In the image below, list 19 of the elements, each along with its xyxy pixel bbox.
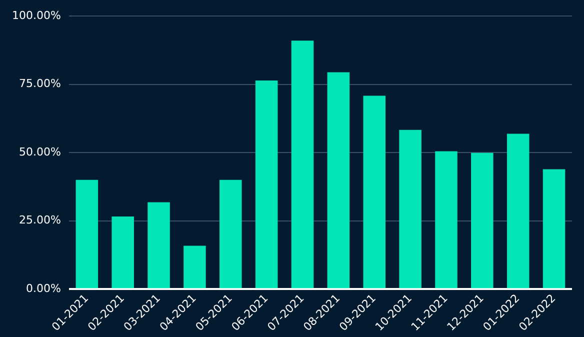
y-tick-label: 0.00%: [26, 282, 61, 296]
bar: [220, 180, 242, 288]
bar: [542, 169, 566, 288]
bar: [435, 151, 458, 288]
bar: [471, 152, 494, 288]
bar: [148, 202, 170, 288]
bar: [399, 130, 422, 288]
bar: [76, 180, 98, 288]
bar: [255, 80, 278, 288]
y-tick-label: 25.00%: [18, 214, 61, 227]
bar: [506, 134, 530, 288]
bar: [184, 246, 206, 288]
y-tick-label: 100.00%: [12, 8, 61, 22]
bar: [327, 72, 350, 288]
bar: [112, 216, 134, 288]
bar: [291, 40, 314, 288]
bar: [363, 96, 386, 288]
y-tick-label: 50.00%: [18, 145, 61, 158]
y-tick-label: 75.00%: [18, 77, 61, 90]
